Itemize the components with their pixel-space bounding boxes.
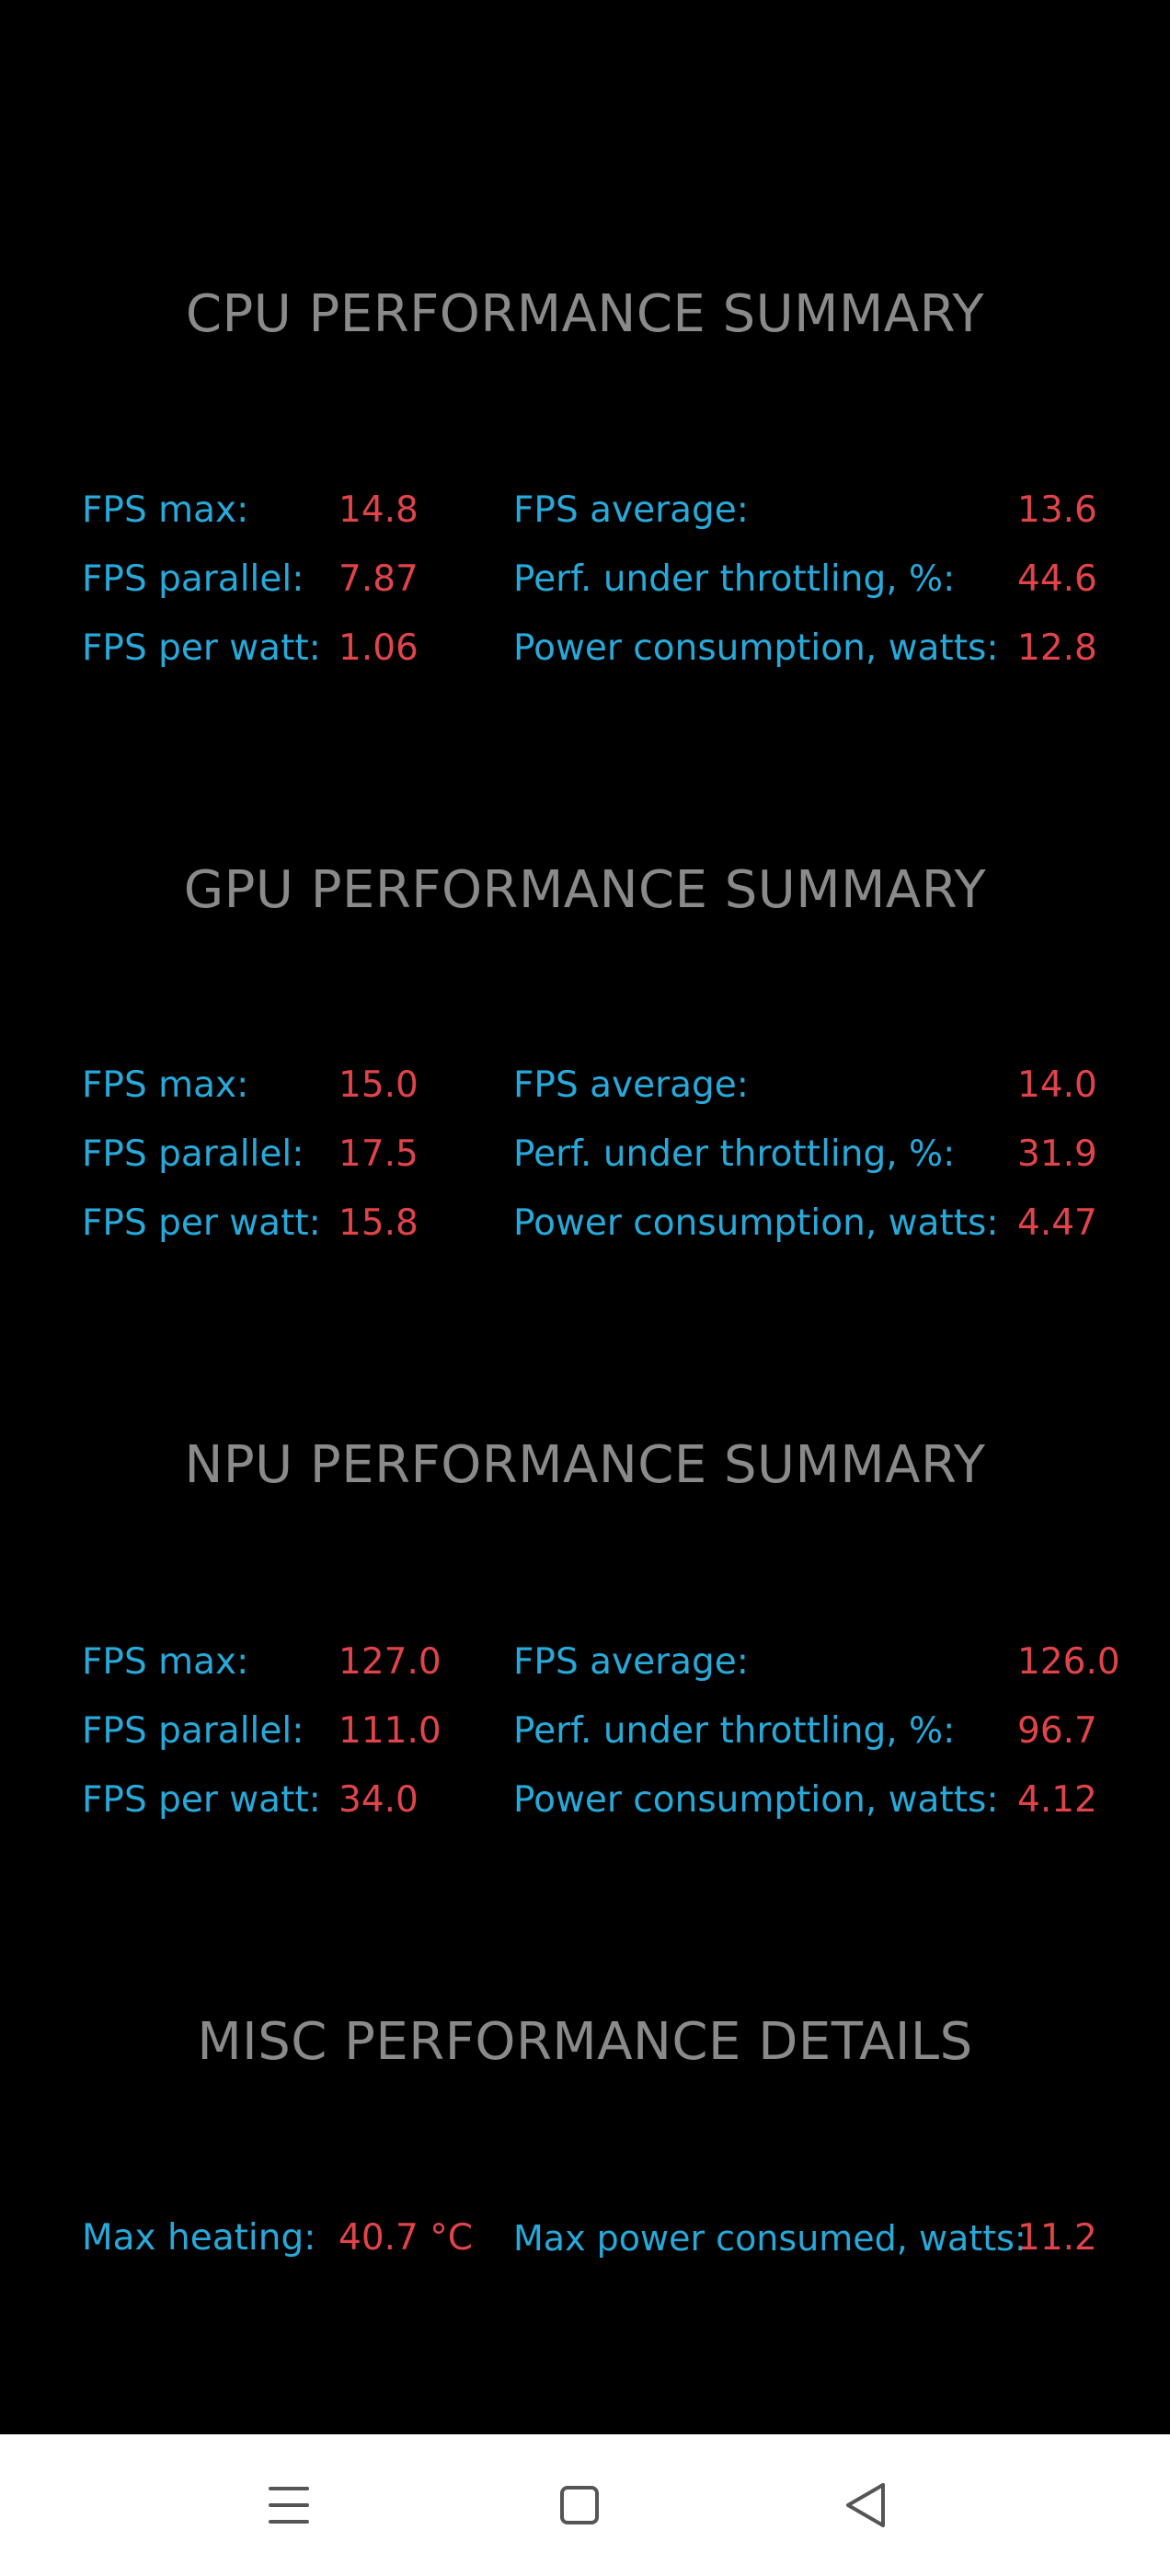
npu-fps-max-label: FPS max: <box>82 1641 249 1683</box>
cpu-fps-max-label: FPS max: <box>82 489 249 531</box>
gpu-fps-per-watt-value: 15.8 <box>338 1202 419 1244</box>
misc-section-title: MISC PERFORMANCE DETAILS <box>197 2012 973 2072</box>
gpu-power-consumption-value: 4.47 <box>1017 1202 1097 1244</box>
gpu-fps-average-label: FPS average: <box>513 1064 749 1106</box>
cpu-fps-average-label: FPS average: <box>513 489 749 531</box>
max-power-consumed-value: 11.2 <box>1017 2217 1097 2259</box>
npu-fps-per-watt-label: FPS per watt: <box>82 1779 321 1821</box>
gpu-fps-average-value: 14.0 <box>1017 1064 1097 1106</box>
gpu-power-consumption-label: Power consumption, watts: <box>513 1202 999 1244</box>
cpu-fps-average-value: 13.6 <box>1017 489 1097 531</box>
cpu-perf-throttling-value: 44.6 <box>1017 558 1097 600</box>
navigation-bar <box>0 2434 1170 2576</box>
gpu-perf-throttling-label: Perf. under throttling, %: <box>513 1133 956 1175</box>
cpu-power-consumption-value: 12.8 <box>1017 627 1097 669</box>
menu-icon[interactable] <box>252 2468 326 2542</box>
npu-fps-parallel-value: 111.0 <box>338 1710 442 1752</box>
cpu-power-consumption-label: Power consumption, watts: <box>513 627 999 669</box>
cpu-section-title: CPU PERFORMANCE SUMMARY <box>185 284 985 344</box>
npu-perf-throttling-value: 96.7 <box>1017 1710 1097 1752</box>
cpu-fps-per-watt-value: 1.06 <box>338 627 419 669</box>
cpu-fps-max-value: 14.8 <box>338 489 419 531</box>
npu-fps-per-watt-value: 34.0 <box>338 1779 419 1821</box>
npu-power-consumption-value: 4.12 <box>1017 1779 1097 1821</box>
npu-fps-parallel-label: FPS parallel: <box>82 1710 304 1752</box>
npu-power-consumption-label: Power consumption, watts: <box>513 1779 999 1821</box>
npu-perf-throttling-label: Perf. under throttling, %: <box>513 1710 956 1752</box>
gpu-fps-max-label: FPS max: <box>82 1064 249 1106</box>
gpu-fps-parallel-value: 17.5 <box>338 1133 419 1175</box>
npu-fps-average-value: 126.0 <box>1017 1641 1120 1683</box>
cpu-fps-per-watt-label: FPS per watt: <box>82 627 321 669</box>
gpu-fps-max-value: 15.0 <box>338 1064 419 1106</box>
gpu-fps-parallel-label: FPS parallel: <box>82 1133 304 1175</box>
npu-section-title: NPU PERFORMANCE SUMMARY <box>184 1435 986 1495</box>
gpu-fps-per-watt-label: FPS per watt: <box>82 1202 321 1244</box>
npu-fps-average-label: FPS average: <box>513 1641 749 1683</box>
gpu-perf-throttling-value: 31.9 <box>1017 1133 1097 1175</box>
max-heating-value: 40.7 °C <box>338 2217 473 2259</box>
npu-fps-max-value: 127.0 <box>338 1641 442 1683</box>
cpu-fps-parallel-value: 7.87 <box>338 558 419 600</box>
gpu-section-title: GPU PERFORMANCE SUMMARY <box>183 860 987 920</box>
cpu-fps-parallel-label: FPS parallel: <box>82 558 304 600</box>
max-heating-label: Max heating: <box>82 2217 316 2259</box>
back-triangle-icon[interactable] <box>830 2468 903 2542</box>
max-power-consumed-label: Max power consumed, watts: <box>513 2218 1027 2259</box>
summary-content: CPU PERFORMANCE SUMMARY FPS max: 14.8 FP… <box>82 284 1120 2259</box>
cpu-perf-throttling-label: Perf. under throttling, %: <box>513 558 956 600</box>
home-square-icon[interactable] <box>543 2468 616 2542</box>
